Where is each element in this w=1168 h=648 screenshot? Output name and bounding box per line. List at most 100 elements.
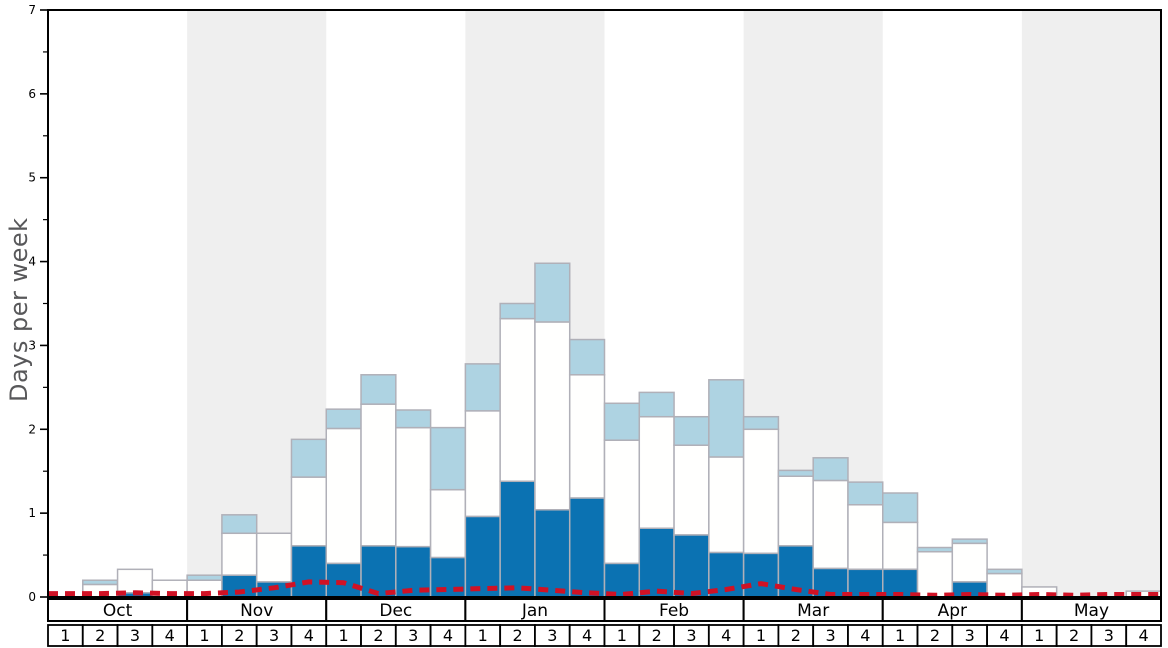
- week-label: 2: [1069, 626, 1079, 645]
- week-label: 2: [373, 626, 383, 645]
- bar-segment-jan1-lightblue: [464, 363, 501, 412]
- bar-segment-feb2-lightblue: [638, 391, 675, 418]
- bar-segment-nov4-white: [290, 476, 327, 547]
- bar-segment-apr1-white: [882, 521, 919, 571]
- bar-segment-dec1-white: [325, 427, 362, 565]
- bar-segment-feb2-darkblue: [638, 527, 675, 598]
- week-label: 1: [478, 626, 488, 645]
- bar-segment-feb1-white: [603, 439, 641, 565]
- bar-segment-nov4-lightblue: [290, 438, 327, 478]
- week-label: 4: [999, 626, 1009, 645]
- week-label: 3: [965, 626, 975, 645]
- y-tick-label-1: 1: [28, 506, 36, 520]
- bar-segment-jan1-darkblue: [464, 515, 501, 598]
- week-label: 1: [895, 626, 905, 645]
- bar-segment-feb2-white: [638, 415, 675, 529]
- week-label: 4: [304, 626, 314, 645]
- bar-segment-apr4-lightblue: [986, 568, 1023, 575]
- bar-segment-nov2-white: [221, 532, 258, 576]
- bar-segment-dec1-lightblue: [325, 408, 362, 430]
- bar-segment-jan3-white: [534, 321, 571, 511]
- bar-segment-mar1-darkblue: [742, 552, 780, 598]
- bar-segment-jan3-darkblue: [534, 509, 571, 598]
- bar-segment-dec3-white: [395, 426, 432, 548]
- week-label: 1: [756, 626, 766, 645]
- bar-segment-jan3-lightblue: [534, 262, 571, 323]
- week-label: 3: [130, 626, 140, 645]
- bar-segment-nov4-darkblue: [290, 545, 327, 598]
- month-label-oct: Oct: [103, 601, 133, 621]
- bar-segment-mar1-lightblue: [742, 415, 780, 431]
- bar-segment-apr3-white: [951, 542, 988, 583]
- y-tick-label-6: 6: [28, 87, 36, 101]
- bar-segment-feb3-white: [673, 444, 710, 536]
- month-label-jan: Jan: [521, 601, 548, 621]
- month-cell-may: [1020, 598, 1162, 622]
- week-label: 4: [721, 626, 731, 645]
- y-tick-label-0: 0: [28, 590, 36, 604]
- y-tick-label-4: 4: [28, 255, 36, 269]
- week-label: 3: [686, 626, 696, 645]
- y-tick-label-7: 7: [28, 3, 36, 17]
- month-label-may: May: [1074, 601, 1109, 621]
- bar-segment-feb4-white: [708, 456, 745, 554]
- bar-segment-feb3-lightblue: [673, 415, 710, 446]
- week-label: 4: [443, 626, 453, 645]
- week-label: 1: [60, 626, 70, 645]
- bar-segment-apr2-white: [916, 550, 954, 598]
- bar-segment-mar4-lightblue: [847, 481, 884, 506]
- bar-segment-nov3-white: [255, 532, 293, 583]
- bar-segment-mar3-lightblue: [812, 457, 849, 482]
- week-label: 2: [791, 626, 801, 645]
- bar-segment-apr1-lightblue: [882, 492, 919, 524]
- month-label-dec: Dec: [379, 601, 412, 621]
- week-label: 3: [408, 626, 418, 645]
- week-label: 4: [582, 626, 592, 645]
- bar-segment-jan2-lightblue: [499, 302, 536, 320]
- bar-segment-dec2-white: [360, 403, 397, 547]
- bar-segment-mar4-white: [847, 504, 884, 571]
- month-label-apr: Apr: [938, 601, 967, 621]
- week-label: 1: [199, 626, 209, 645]
- bar-segment-jan1-white: [464, 410, 501, 518]
- bar-segment-nov2-lightblue: [221, 514, 258, 535]
- bar-segment-mar3-white: [812, 479, 849, 570]
- week-label: 3: [269, 626, 279, 645]
- week-label: 1: [617, 626, 627, 645]
- y-axis-title: Days per week: [5, 217, 33, 403]
- bar-segment-oct3-white: [116, 568, 154, 594]
- bar-segment-oct2-lightblue: [82, 579, 119, 586]
- week-label: 1: [339, 626, 349, 645]
- bar-segment-dec2-lightblue: [360, 374, 397, 405]
- week-label: 4: [860, 626, 870, 645]
- bar-segment-apr3-lightblue: [951, 538, 988, 545]
- bar-segment-mar2-lightblue: [777, 469, 814, 477]
- y-tick-label-3: 3: [28, 338, 36, 352]
- bar-segment-feb3-darkblue: [673, 534, 710, 598]
- week-label: 1: [1034, 626, 1044, 645]
- week-label: 4: [165, 626, 175, 645]
- y-tick-label-2: 2: [28, 422, 36, 436]
- bar-segment-jan4-white: [568, 374, 606, 499]
- week-label: 3: [825, 626, 835, 645]
- week-cell: [1125, 624, 1162, 647]
- week-label: 2: [930, 626, 940, 645]
- month-label-mar: Mar: [797, 601, 829, 621]
- bar-segment-dec4-white: [429, 488, 467, 559]
- bar-segment-feb4-lightblue: [708, 379, 745, 458]
- bar-segment-jan4-darkblue: [568, 497, 606, 598]
- bar-segment-jan2-white: [499, 317, 536, 483]
- red-dashed-line: [48, 579, 1161, 598]
- bar-segment-dec4-lightblue: [429, 426, 467, 491]
- bar-segment-nov1-lightblue: [186, 574, 223, 581]
- bar-segment-mar1-white: [742, 428, 780, 555]
- bar-segment-feb1-lightblue: [603, 402, 641, 441]
- bar-segment-jan2-darkblue: [499, 480, 536, 598]
- y-tick-label-5: 5: [28, 171, 36, 185]
- bar-segment-mar2-white: [777, 475, 814, 547]
- month-label-feb: Feb: [659, 601, 689, 621]
- week-label: 2: [95, 626, 105, 645]
- month-band-may: [1021, 11, 1161, 597]
